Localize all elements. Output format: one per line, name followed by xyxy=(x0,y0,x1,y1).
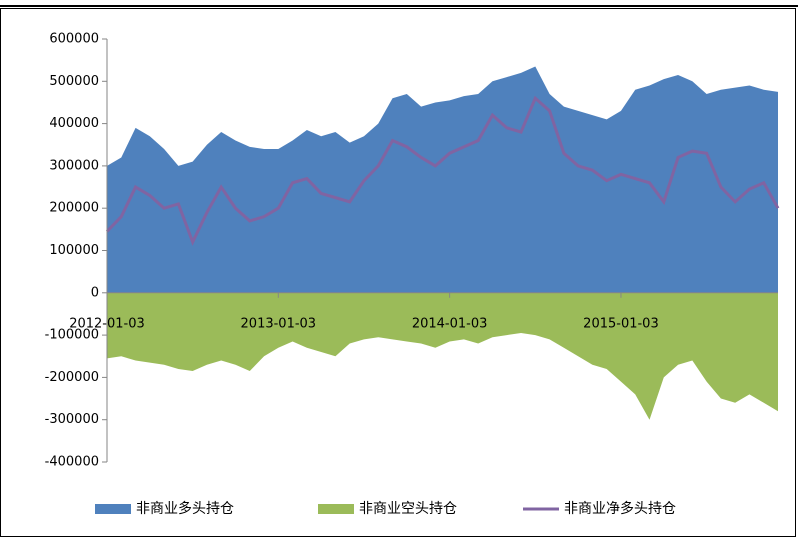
y-tick-label: 300000 xyxy=(49,158,99,173)
x-tick-label: 2013-01-03 xyxy=(241,316,317,331)
y-tick-label: 0 xyxy=(91,285,99,300)
y-tick-label: -100000 xyxy=(45,328,99,343)
legend-swatch xyxy=(318,504,354,514)
y-tick-label: 500000 xyxy=(49,74,99,89)
legend: 非商业多头持仓 非商业空头持仓 非商业净多头持仓 xyxy=(95,500,676,517)
area xyxy=(107,292,778,420)
x-tick-label: 2015-01-03 xyxy=(583,316,659,331)
legend-label: 非商业多头持仓 xyxy=(136,500,234,517)
y-tick-label: -300000 xyxy=(45,412,99,427)
y-tick-label: 400000 xyxy=(49,116,99,131)
legend-label: 非商业净多头持仓 xyxy=(564,500,676,517)
y-tick-label: -400000 xyxy=(45,455,99,470)
y-tick-label: 600000 xyxy=(49,32,99,47)
x-tick-label: 2014-01-03 xyxy=(412,316,488,331)
legend-label: 非商业空头持仓 xyxy=(359,501,457,517)
x-tick-label: 2012-01-03 xyxy=(69,316,145,331)
legend-swatch xyxy=(95,504,131,514)
area xyxy=(107,66,778,293)
y-tick-label: 100000 xyxy=(49,243,99,258)
y-tick-label: -200000 xyxy=(45,370,99,385)
y-tick-label: 200000 xyxy=(49,201,99,216)
line xyxy=(105,95,780,246)
